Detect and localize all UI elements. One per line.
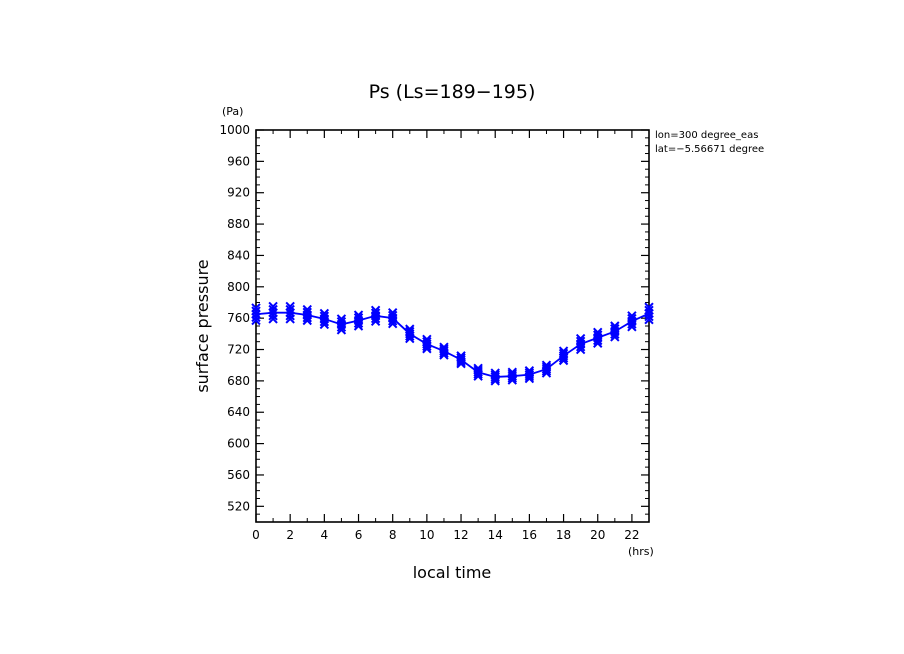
data-point-marker-cluster	[541, 360, 552, 378]
y-tick-label: 640	[227, 405, 250, 419]
x-tick-label: 12	[453, 528, 468, 542]
data-point-marker-cluster	[575, 333, 586, 355]
y-tick-label: 600	[227, 437, 250, 451]
latitude-annotation: lat=−5.56671 degree	[655, 144, 764, 155]
x-tick-label: 22	[624, 528, 639, 542]
y-axis-unit: (Pa)	[222, 105, 243, 118]
data-marks	[251, 301, 654, 386]
y-tick-label: 800	[227, 280, 250, 294]
x-tick-label: 6	[355, 528, 363, 542]
y-tick-label: 880	[227, 217, 250, 231]
data-point-marker-cluster	[353, 310, 364, 331]
data-point-marker-cluster	[336, 314, 347, 335]
y-tick-label: 560	[227, 468, 250, 482]
data-point-marker-cluster	[251, 303, 261, 326]
data-point-marker-cluster	[405, 324, 415, 344]
y-tick-label: 680	[227, 374, 250, 388]
x-tick-label: 4	[321, 528, 329, 542]
axes: 5205606006406807207608008408809209601000…	[219, 123, 650, 542]
x-tick-label: 18	[556, 528, 571, 542]
data-point-marker-cluster	[422, 334, 432, 354]
data-point-marker-cluster	[370, 305, 381, 327]
series-line	[255, 311, 650, 378]
data-point-marker-cluster	[319, 308, 330, 330]
chart-title: Ps (Ls=189−195)	[369, 81, 536, 103]
data-point-marker-cluster	[285, 301, 295, 324]
x-tick-label: 20	[590, 528, 605, 542]
longitude-annotation: lon=300 degree_eas	[655, 130, 758, 141]
x-tick-label: 16	[522, 528, 537, 542]
data-point-marker-cluster	[387, 307, 398, 329]
y-tick-label: 720	[227, 343, 250, 357]
data-point-marker-cluster	[490, 368, 500, 386]
y-tick-label: 1000	[219, 123, 250, 137]
y-tick-label: 960	[227, 154, 250, 168]
data-point-marker-cluster	[558, 346, 569, 366]
x-tick-label: 10	[419, 528, 434, 542]
y-tick-label: 760	[227, 311, 250, 325]
y-tick-label: 920	[227, 186, 250, 200]
y-tick-label: 520	[227, 499, 250, 513]
data-point-marker-cluster	[473, 363, 483, 381]
data-point-marker-cluster	[524, 365, 535, 384]
data-point-marker-cluster	[302, 304, 312, 326]
data-point-marker-cluster	[610, 321, 620, 342]
data-point-marker-cluster	[627, 311, 637, 332]
plot-frame	[255, 129, 650, 523]
data-point-marker-cluster	[456, 351, 466, 369]
data-point-marker-cluster	[268, 301, 278, 324]
x-tick-label: 8	[389, 528, 397, 542]
data-point-marker-cluster	[593, 327, 603, 348]
x-tick-label: 14	[488, 528, 503, 542]
y-tick-label: 840	[227, 248, 250, 262]
x-tick-label: 0	[252, 528, 260, 542]
x-tick-label: 2	[286, 528, 294, 542]
data-point-marker-cluster	[507, 367, 518, 385]
data-point-marker-cluster	[439, 342, 449, 360]
data-point-marker-cluster	[644, 302, 654, 325]
x-axis-unit: (hrs)	[628, 545, 654, 558]
x-axis-label: local time	[413, 563, 492, 582]
y-axis-label: surface pressure	[193, 259, 212, 392]
